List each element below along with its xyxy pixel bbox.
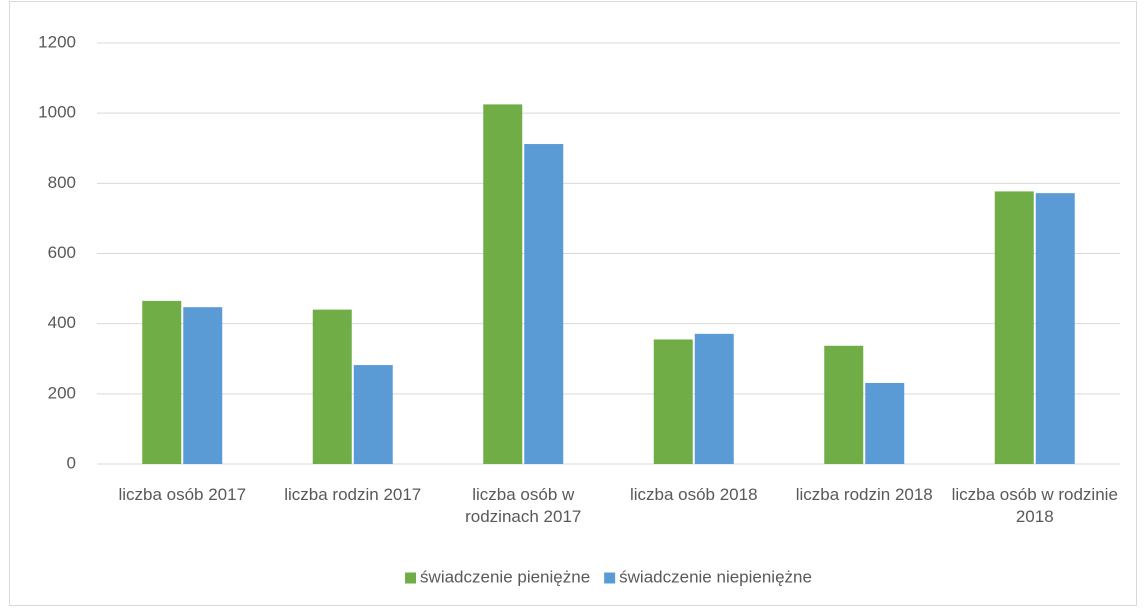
legend-swatch	[405, 572, 417, 584]
x-tick-label: liczba osób 2018	[629, 485, 758, 504]
bar	[994, 191, 1034, 464]
bar	[694, 333, 734, 464]
bar	[824, 345, 864, 464]
legend-label: świadczenie pieniężne	[420, 567, 590, 586]
bar	[865, 382, 905, 464]
bar	[483, 104, 523, 464]
x-tick-label: liczba rodzin 2018	[795, 485, 933, 504]
chart-border	[9, 1, 1137, 606]
legend-swatch	[604, 572, 616, 584]
x-tick-label: liczba osób w rodzinach 2017	[465, 485, 582, 526]
y-tick-label: 0	[67, 453, 76, 472]
bar	[1035, 193, 1075, 464]
bar	[183, 307, 223, 464]
y-tick-label: 1000	[38, 103, 76, 122]
legend-label: świadczenie niepieniężne	[619, 567, 812, 586]
bar	[353, 365, 393, 464]
y-tick-label: 200	[48, 383, 76, 402]
y-tick-label: 800	[48, 173, 76, 192]
bar	[142, 300, 182, 464]
y-tick-label: 400	[48, 313, 76, 332]
bar	[653, 339, 693, 464]
x-tick-label: liczba osób w rodzinie 2018	[951, 485, 1118, 526]
x-tick-label: liczba rodzin 2017	[284, 485, 422, 504]
bar	[524, 144, 564, 465]
x-tick-label: liczba osób 2017	[118, 485, 247, 504]
bar	[312, 309, 352, 464]
y-tick-label: 1200	[38, 32, 76, 51]
y-tick-label: 600	[48, 243, 76, 262]
